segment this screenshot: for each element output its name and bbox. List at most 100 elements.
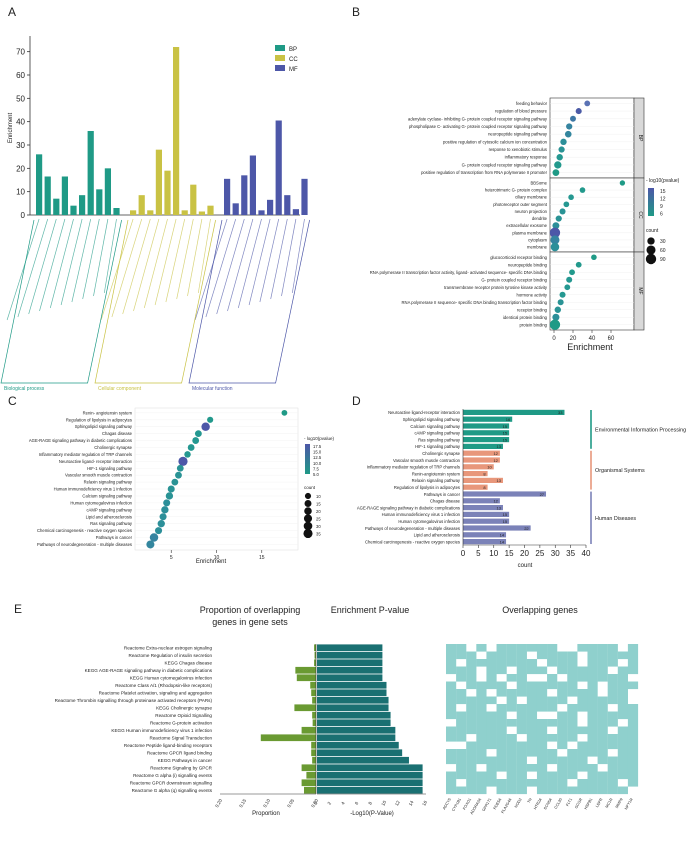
- panel-e-heatmap-cell: [516, 764, 527, 772]
- panel-e-pvalue-tick-label: 10: [380, 799, 387, 806]
- panel-b-term-label: protein binding: [520, 322, 548, 327]
- panel-b-x-tick-label: 60: [608, 336, 615, 342]
- panel-e-heatmap-cell: [607, 719, 618, 727]
- panel-e-heatmap-cell: [617, 666, 628, 675]
- panel-a-category-tick-label: [165, 218, 186, 303]
- panel-e-term-label: Reactome Extra-nuclear estrogen signalin…: [124, 645, 213, 650]
- panel-e-heatmap-cell: [506, 674, 517, 682]
- panel-a-category-tick-label: [248, 218, 271, 306]
- panel-e-heatmap-cell: [567, 726, 578, 735]
- panel-b-point: [568, 194, 574, 201]
- panel-e-heatmap-cell: [597, 659, 608, 667]
- panel-b-point: [557, 299, 564, 306]
- panel-a-category-tick-label: [122, 218, 151, 315]
- panel-c-term-label: Renin- angiotensin system: [83, 410, 133, 415]
- panel-d-bar: [463, 450, 500, 456]
- panel-a-bar: [96, 189, 103, 215]
- panel-c-term-label: Relaxin signaling pathway: [84, 480, 133, 485]
- panel-e-heatmap-cell: [536, 696, 548, 705]
- panel-b-term-label: RNA polymerase II sequence- specific DNA…: [402, 300, 548, 305]
- panel-e-term-label: Reactome Signaling by GPCR: [150, 765, 212, 770]
- panel-e-heatmap-cell: [597, 644, 608, 652]
- panel-e-heatmap-cell: [536, 786, 548, 795]
- panel-e-heatmap-cell: [446, 704, 457, 712]
- panel-e-heatmap-cell: [466, 786, 477, 795]
- panel-e-heatmap-cell: [597, 666, 608, 675]
- panel-e-heatmap-cell: [607, 786, 618, 795]
- panel-e-heatmap-cell: [516, 666, 527, 675]
- panel-e-pvalue-tick-label: 2: [327, 801, 333, 806]
- panel-e-gene-label: HTR2A: [533, 797, 543, 810]
- panel-e-gene-label: PDE5A: [493, 797, 503, 810]
- panel-e-heatmap-cell: [567, 659, 578, 667]
- panel-e-heatmap-cell: [526, 689, 538, 697]
- panel-a-group-bracket-mf: [188, 219, 310, 384]
- panel-e-proportion-tick-label: 0.00: [310, 798, 319, 809]
- panel-b-point: [549, 227, 561, 238]
- panel-e-heatmap-cell: [476, 659, 487, 667]
- panel-e-gene-label: MMP9: [615, 798, 624, 810]
- panel-a-y-tick-label: 10: [16, 188, 25, 197]
- panel-e-heatmap-cell: [577, 696, 588, 705]
- panel-e-heatmap-cell: [486, 756, 497, 765]
- panel-a-group-label: Molecular function: [192, 386, 233, 392]
- panel-d-category-label: Organismal Systems: [595, 468, 645, 474]
- panel-d-term-label: HIF-1 signaling pathway: [415, 444, 461, 449]
- panel-e-heatmap-cell: [607, 764, 618, 772]
- panel-e-title-pvalue: Enrichment P-value: [331, 605, 410, 615]
- panel-e-heatmap-cell: [476, 779, 487, 787]
- panel-e-heatmap-cell: [516, 719, 527, 727]
- panel-c-point: [165, 492, 174, 500]
- panel-e-heatmap-cell: [597, 786, 608, 795]
- panel-a-category-tick-label: [60, 218, 83, 306]
- panel-e-heatmap-cell: [547, 749, 558, 757]
- panel-e-heatmap-cell: [526, 734, 538, 742]
- panel-b-point: [563, 201, 570, 208]
- panel-e-heatmap-cell: [597, 711, 608, 720]
- panel-e-pvalue-tick-label: 0: [313, 801, 319, 806]
- panel-b-point: [619, 180, 626, 186]
- panel-e-heatmap-cell: [587, 696, 598, 705]
- panel-d-term-label: AGE-RAGE signaling pathway in diabetic c…: [357, 505, 460, 510]
- panel-e-pvalue-bar: [317, 689, 387, 697]
- panel-b-term-label: membrane: [527, 245, 548, 250]
- panel-e-heatmap-cell: [496, 764, 507, 772]
- panel-e-pvalue-tick-label: 6: [354, 801, 360, 806]
- panel-e-proportion-bar: [301, 779, 316, 787]
- panel-b-point: [552, 313, 560, 321]
- panel-b-legend-color-title: - log10(pvalue): [646, 178, 680, 184]
- panel-e-term-label: Reactome Platelet activation, signaling …: [99, 690, 213, 695]
- panel-c-colorbar-tick-label: 12.5: [313, 455, 322, 460]
- panel-e-heatmap-cell: [547, 681, 558, 690]
- panel-b-size-key: [645, 253, 657, 265]
- panel-d-x-label: count: [518, 563, 533, 569]
- panel-e-heatmap-cell: [627, 704, 639, 712]
- panel-e-proportion-tick-label: 0.20: [214, 798, 223, 809]
- panel-e-heatmap-cell: [446, 786, 457, 795]
- panel-e-heatmap-cell: [577, 741, 588, 750]
- panel-e-heatmap-cell: [597, 719, 608, 727]
- panel-e-heatmap-cell: [496, 681, 507, 690]
- panel-e-heatmap-cell: [597, 741, 608, 750]
- panel-a-bar: [70, 205, 77, 215]
- panel-a-category-tick-label: [281, 218, 297, 297]
- panel-e-pvalue-x-label: -Log10(P-Value): [350, 811, 394, 817]
- panel-e-proportion-bar: [312, 756, 316, 764]
- panel-e-heatmap-cell: [456, 771, 467, 780]
- panel-a-category-tick-label: [28, 218, 57, 315]
- panel-e-heatmap-cell: [466, 719, 477, 727]
- panel-e-heatmap-cell: [536, 681, 548, 690]
- panel-d-term-label: Human immunodeficiency virus 1 infection: [382, 512, 461, 517]
- panel-e-heatmap-cell: [607, 674, 618, 682]
- panel-c-term-label: Chemical carcinogenesis - reactive oxyge…: [37, 528, 132, 533]
- panel-e-proportion-bar: [312, 711, 316, 719]
- panel-e-heatmap-cell: [627, 771, 639, 780]
- panel-e-heatmap-cell: [536, 651, 548, 660]
- panel-e-heatmap-cell: [617, 786, 628, 795]
- panel-b-x-tick-label: 20: [570, 336, 577, 342]
- panel-b-term-label: positive regulation of transcription fro…: [421, 170, 548, 175]
- panel-e-heatmap-cell: [547, 734, 558, 742]
- panel-e-heatmap-cell: [607, 644, 618, 652]
- panel-a-bar: [113, 208, 120, 215]
- panel-e-pvalue-bar: [317, 666, 383, 674]
